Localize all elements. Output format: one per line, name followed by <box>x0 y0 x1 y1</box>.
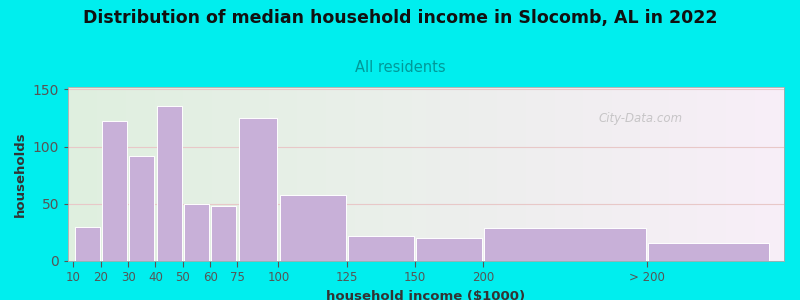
Bar <box>348 236 414 261</box>
X-axis label: household income ($1000): household income ($1000) <box>326 290 526 300</box>
Text: Distribution of median household income in Slocomb, AL in 2022: Distribution of median household income … <box>82 9 718 27</box>
Bar <box>211 206 236 261</box>
Bar <box>157 106 182 261</box>
Bar <box>74 227 100 261</box>
Bar <box>102 121 127 261</box>
Bar <box>184 204 209 261</box>
Bar <box>649 243 770 261</box>
Bar <box>238 118 278 261</box>
Bar <box>130 156 154 261</box>
Bar <box>279 195 346 261</box>
Y-axis label: households: households <box>14 131 27 217</box>
Text: City-Data.com: City-Data.com <box>598 112 683 125</box>
Text: All residents: All residents <box>354 60 446 75</box>
Bar <box>416 238 482 261</box>
Bar <box>485 228 646 261</box>
